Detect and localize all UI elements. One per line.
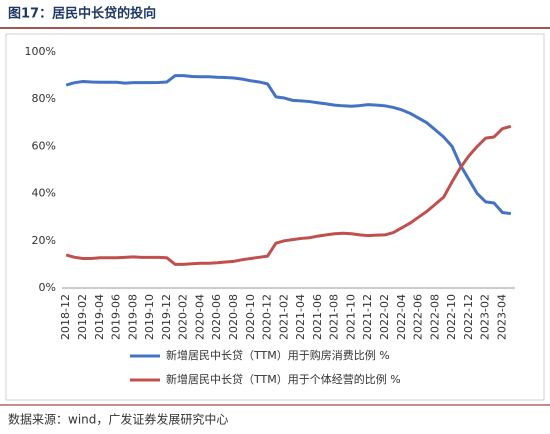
x-tick-label: 2023-04 bbox=[495, 294, 508, 340]
source-note: 数据来源：wind，广发证券发展研究中心 bbox=[8, 412, 228, 427]
x-tick-label: 2022-06 bbox=[412, 294, 425, 340]
x-tick-label: 2021-02 bbox=[277, 294, 290, 340]
x-tick-label: 2022-02 bbox=[378, 294, 391, 340]
x-tick-label: 2023-02 bbox=[479, 294, 492, 340]
legend-label: 新增居民中长贷（TTM）用于购房消费比例 % bbox=[166, 348, 390, 362]
y-tick-label: 60% bbox=[32, 139, 56, 152]
x-tick-label: 2020-10 bbox=[244, 294, 257, 340]
x-tick-label: 2022-04 bbox=[395, 294, 408, 340]
x-tick-label: 2022-12 bbox=[462, 294, 475, 340]
x-tick-label: 2021-08 bbox=[328, 294, 341, 340]
y-tick-label: 80% bbox=[32, 92, 56, 105]
series-line bbox=[65, 74, 512, 216]
y-tick-label: 100% bbox=[25, 45, 56, 58]
chart-frame bbox=[5, 33, 545, 401]
x-tick-label: 2022-10 bbox=[445, 294, 458, 340]
x-tick-label: 2019-06 bbox=[110, 294, 123, 340]
x-tick-label: 2019-12 bbox=[160, 294, 173, 340]
x-tick-label: 2019-08 bbox=[126, 294, 139, 340]
y-tick-label: 20% bbox=[32, 234, 56, 247]
x-tick-label: 2021-06 bbox=[311, 294, 324, 340]
x-tick-label: 2019-02 bbox=[76, 294, 89, 340]
x-tick-label: 2020-04 bbox=[193, 294, 206, 340]
x-tick-label: 2021-12 bbox=[361, 294, 374, 340]
x-tick-label: 2020-08 bbox=[227, 294, 240, 340]
x-tick-label: 2022-08 bbox=[428, 294, 441, 340]
x-tick-label: 2021-10 bbox=[344, 294, 357, 340]
x-tick-label: 2020-06 bbox=[210, 294, 223, 340]
x-tick-label: 2019-04 bbox=[93, 294, 106, 340]
series-line bbox=[65, 124, 512, 266]
y-tick-label: 0% bbox=[39, 281, 56, 294]
legend-label: 新增居民中长贷（TTM）用于个体经营的比例 % bbox=[166, 372, 401, 386]
chart-title: 图17：居民中长贷的投向 bbox=[8, 6, 156, 22]
x-tick-label: 2018-12 bbox=[59, 294, 72, 340]
x-tick-label: 2021-04 bbox=[294, 294, 307, 340]
y-tick-label: 40% bbox=[32, 187, 56, 200]
x-tick-label: 2019-10 bbox=[143, 294, 156, 340]
x-tick-label: 2020-02 bbox=[177, 294, 190, 340]
x-tick-label: 2020-12 bbox=[261, 294, 274, 340]
